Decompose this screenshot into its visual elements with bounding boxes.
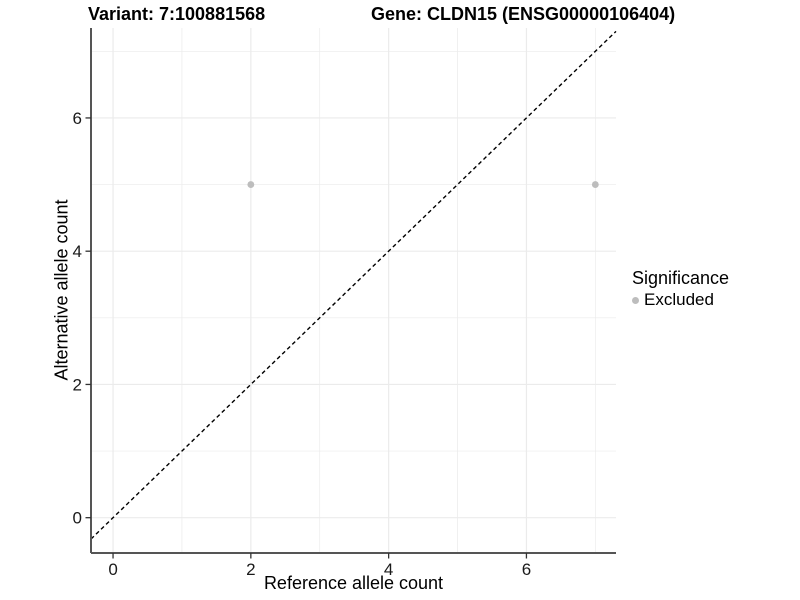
legend-title: Significance (632, 268, 730, 288)
x-tick-label: 4 (384, 560, 393, 579)
y-tick-label: 4 (73, 242, 82, 261)
variant-title: Variant: 7:100881568 (88, 4, 266, 24)
y-tick-label: 0 (73, 509, 82, 528)
data-point (247, 181, 255, 188)
legend-item-label: Excluded (644, 290, 714, 309)
gene-title: Gene: CLDN15 (ENSG00000106404) (371, 4, 676, 24)
y-tick-label: 2 (73, 375, 82, 394)
data-point (591, 181, 599, 188)
x-tick-label: 6 (522, 560, 531, 579)
y-tick-label: 6 (73, 109, 82, 128)
excluded-point-swatch (632, 296, 639, 304)
identity-dashed-line (90, 30, 617, 540)
legend: Significance Excluded (632, 268, 729, 310)
x-axis-title: Reference allele count (263, 573, 444, 593)
x-tick-label: 2 (246, 560, 255, 579)
x-tick-label: 0 (108, 560, 117, 579)
legend-item-excluded: Excluded (632, 290, 729, 310)
y-axis-title: Alternative allele count (51, 199, 72, 381)
